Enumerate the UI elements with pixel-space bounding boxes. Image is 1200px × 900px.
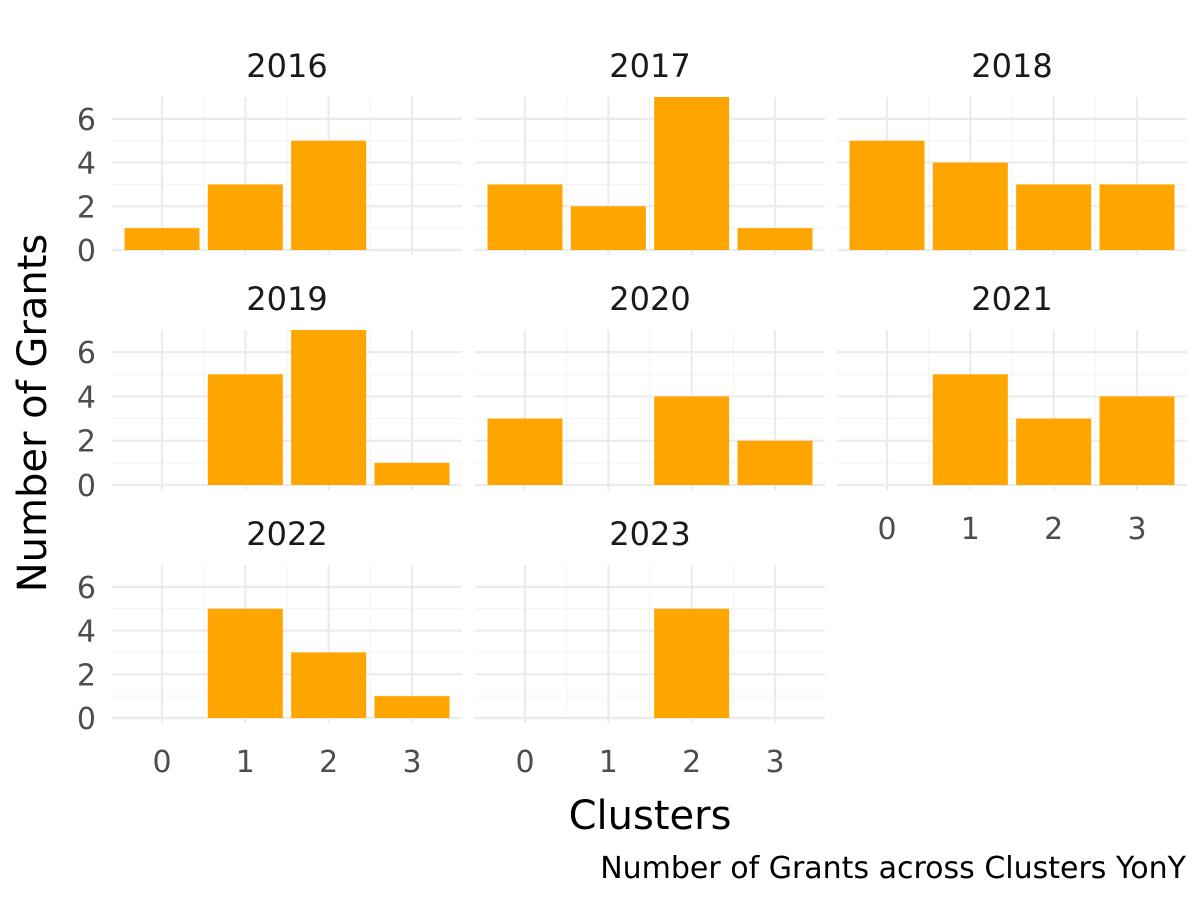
x-tick-label: 2: [319, 745, 338, 780]
y-tick-label: 2: [77, 658, 96, 693]
bar-2017-cluster-2: [654, 97, 730, 250]
y-tick-label: 6: [77, 571, 96, 606]
bar-2019-cluster-3: [374, 462, 450, 485]
panel-2017: 2017: [475, 47, 825, 255]
bar-2022-cluster-2: [291, 652, 367, 718]
bar-2019-cluster-2: [291, 330, 367, 485]
x-tick-label: 3: [765, 745, 784, 780]
chart-caption: Number of Grants across Clusters YonY: [600, 851, 1186, 886]
x-tick-label: 0: [152, 745, 171, 780]
bar-2017-cluster-3: [737, 228, 813, 250]
facet-label-2019: 2019: [246, 280, 327, 318]
x-tick-label: 1: [599, 745, 618, 780]
y-tick-label: 6: [77, 336, 96, 371]
bar-2020-cluster-2: [654, 396, 730, 485]
panel-2023: 2023 0 1 2 3: [475, 515, 825, 780]
x-tick-label: 0: [515, 745, 534, 780]
panel-2018: 2018: [837, 47, 1187, 255]
x-tick-label: 0: [877, 512, 896, 547]
bar-2023-cluster-2: [654, 608, 730, 718]
y-tick-label: 4: [77, 615, 96, 650]
bar-2017-cluster-1: [570, 206, 646, 250]
x-tick-label: 3: [1127, 512, 1146, 547]
panel-2016: 2016 0 2 4 6: [77, 47, 462, 269]
bar-2022-cluster-1: [207, 608, 283, 718]
facet-label-2022: 2022: [246, 515, 327, 553]
y-tick-label: 4: [77, 380, 96, 415]
panel-2021: 2021 0 1 2 3: [837, 280, 1187, 547]
x-tick-label: 1: [236, 745, 255, 780]
bar-2021-cluster-2: [1016, 418, 1092, 485]
bar-2018-cluster-1: [932, 162, 1008, 250]
bar-2022-cluster-3: [374, 696, 450, 718]
x-tick-label: 3: [402, 745, 421, 780]
bar-2021-cluster-1: [932, 374, 1008, 485]
bar-2018-cluster-3: [1099, 184, 1175, 250]
y-tick-label: 2: [77, 190, 96, 225]
bar-2018-cluster-0: [849, 140, 925, 250]
facet-label-2023: 2023: [609, 515, 690, 553]
bar-2018-cluster-2: [1016, 184, 1092, 250]
y-tick-label: 0: [77, 702, 96, 737]
x-tick-label: 1: [961, 512, 980, 547]
y-axis-title: Number of Grants: [10, 234, 56, 593]
y-tick-label: 0: [77, 469, 96, 504]
x-tick-label: 2: [682, 745, 701, 780]
panel-2019: 2019 0 2 4 6: [77, 280, 462, 504]
x-axis-title: Clusters: [569, 793, 732, 839]
x-tick-label: 2: [1044, 512, 1063, 547]
bar-2021-cluster-3: [1099, 396, 1175, 485]
facet-label-2016: 2016: [246, 47, 327, 85]
panel-2020: 2020: [475, 280, 825, 490]
y-tick-label: 2: [77, 425, 96, 460]
bar-2016-cluster-1: [207, 184, 283, 250]
bar-2019-cluster-1: [207, 374, 283, 485]
facet-label-2020: 2020: [609, 280, 690, 318]
facet-label-2017: 2017: [609, 47, 690, 85]
y-tick-label: 0: [77, 234, 96, 269]
bar-2020-cluster-0: [487, 418, 563, 485]
bar-2020-cluster-3: [737, 440, 813, 485]
y-tick-label: 4: [77, 147, 96, 182]
bar-2016-cluster-2: [291, 140, 367, 250]
y-tick-label: 6: [77, 103, 96, 138]
facet-label-2021: 2021: [971, 280, 1052, 318]
facet-label-2018: 2018: [971, 47, 1052, 85]
bar-2016-cluster-0: [124, 228, 200, 250]
bar-2017-cluster-0: [487, 184, 563, 250]
panel-2022: 2022 0 2 4 6 0 1 2 3: [77, 515, 462, 780]
